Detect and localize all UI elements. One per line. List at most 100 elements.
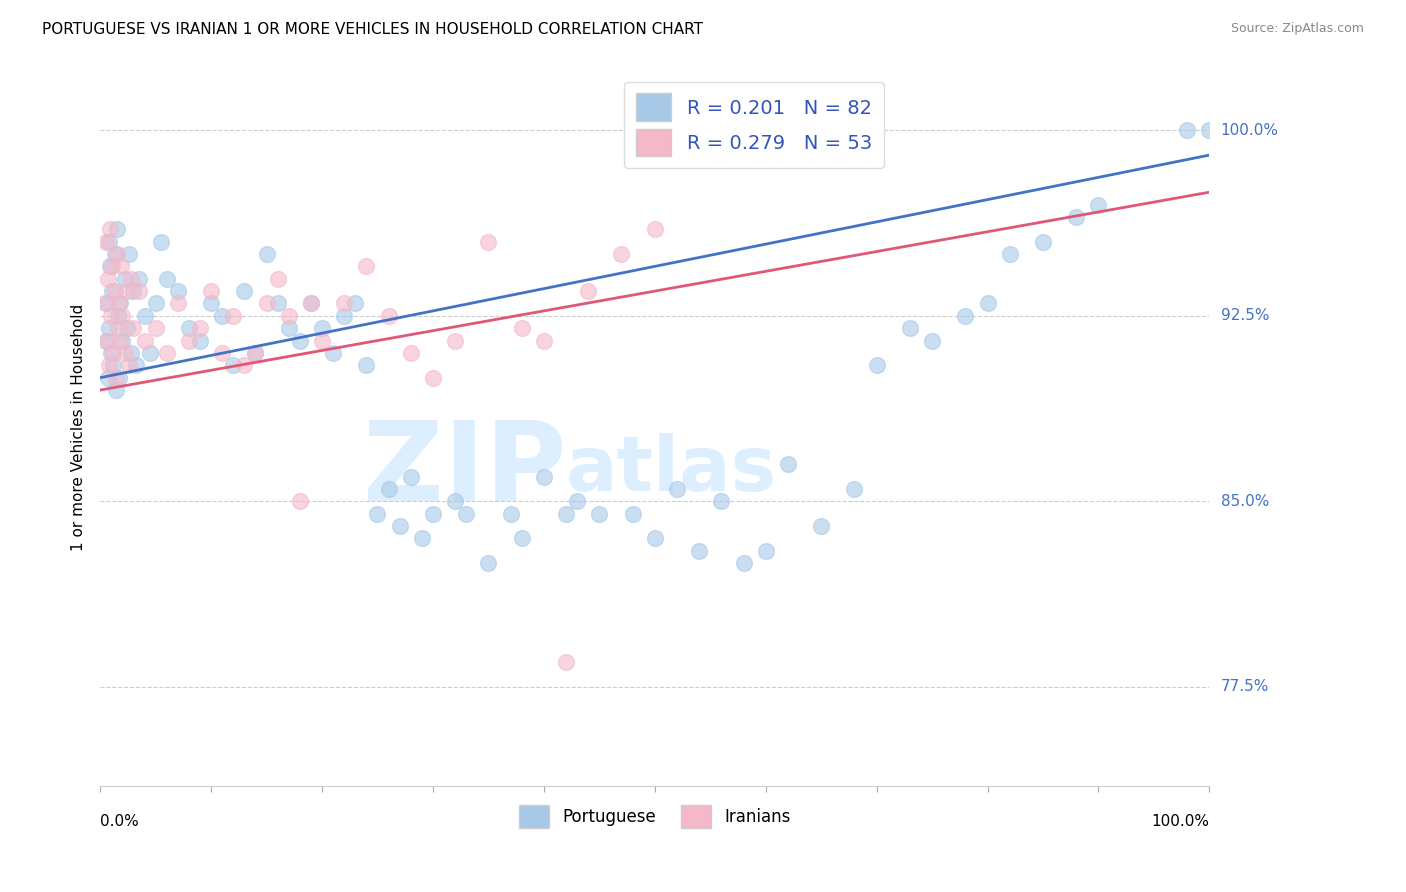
Point [120,272,142,286]
Point [145,321,167,335]
Point [266,272,288,286]
Point [422,507,444,521]
Point [477,235,499,249]
Point [288,494,311,508]
Point [510,532,533,546]
Point [422,370,444,384]
Point [98,222,121,236]
Point [103,359,125,373]
Point [166,296,188,310]
Point [1066,210,1088,224]
Point [1198,123,1220,137]
Point [107,321,129,335]
Point [177,321,200,335]
Point [104,370,127,384]
Point [299,296,322,310]
Point [976,296,998,310]
Point [233,284,256,298]
Point [98,235,121,249]
Point [94,334,117,348]
Point [810,519,832,533]
Point [177,334,200,348]
Legend: Portuguese, Iranians: Portuguese, Iranians [512,798,797,835]
Point [444,494,467,508]
Text: atlas: atlas [567,434,778,508]
Point [134,309,156,323]
Point [103,346,125,360]
Point [533,334,555,348]
Point [266,296,288,310]
Point [456,507,478,521]
Point [118,359,141,373]
Point [110,260,132,274]
Point [156,272,179,286]
Point [665,482,688,496]
Point [576,284,599,298]
Point [311,321,333,335]
Point [139,346,162,360]
Point [200,284,222,298]
Point [108,296,131,310]
Point [565,494,588,508]
Point [921,334,943,348]
Point [333,296,356,310]
Point [101,260,124,274]
Point [103,284,125,298]
Point [322,346,344,360]
Point [114,272,136,286]
Point [555,507,578,521]
Point [344,296,367,310]
Point [105,222,128,236]
Text: 0.0%: 0.0% [100,814,139,830]
Point [610,247,633,261]
Point [644,532,666,546]
Point [100,346,122,360]
Point [122,284,145,298]
Point [107,309,129,323]
Point [299,296,322,310]
Point [377,482,399,496]
Point [399,346,422,360]
Point [898,321,921,335]
Text: 77.5%: 77.5% [1220,680,1268,694]
Point [145,296,167,310]
Point [477,556,499,570]
Point [588,507,610,521]
Point [710,494,733,508]
Point [865,359,887,373]
Point [118,247,141,261]
Text: ZIP: ZIP [363,417,567,524]
Point [108,296,131,310]
Point [108,334,131,348]
Point [156,346,179,360]
Point [510,321,533,335]
Point [93,296,115,310]
Point [955,309,977,323]
Point [533,469,555,483]
Point [333,309,356,323]
Point [100,309,122,323]
Point [844,482,866,496]
Point [688,544,710,558]
Point [222,359,245,373]
Point [311,334,333,348]
Point [499,507,522,521]
Point [134,334,156,348]
Point [233,359,256,373]
Point [105,247,128,261]
Point [98,260,121,274]
Text: PORTUGUESE VS IRANIAN 1 OR MORE VEHICLES IN HOUSEHOLD CORRELATION CHART: PORTUGUESE VS IRANIAN 1 OR MORE VEHICLES… [42,22,703,37]
Point [128,284,150,298]
Point [166,284,188,298]
Point [1032,235,1054,249]
Point [755,544,778,558]
Point [245,346,267,360]
Point [366,507,388,521]
Point [96,334,118,348]
Point [96,296,118,310]
Text: 100.0%: 100.0% [1152,814,1209,830]
Point [101,284,124,298]
Point [188,321,211,335]
Point [103,247,125,261]
Point [98,321,121,335]
